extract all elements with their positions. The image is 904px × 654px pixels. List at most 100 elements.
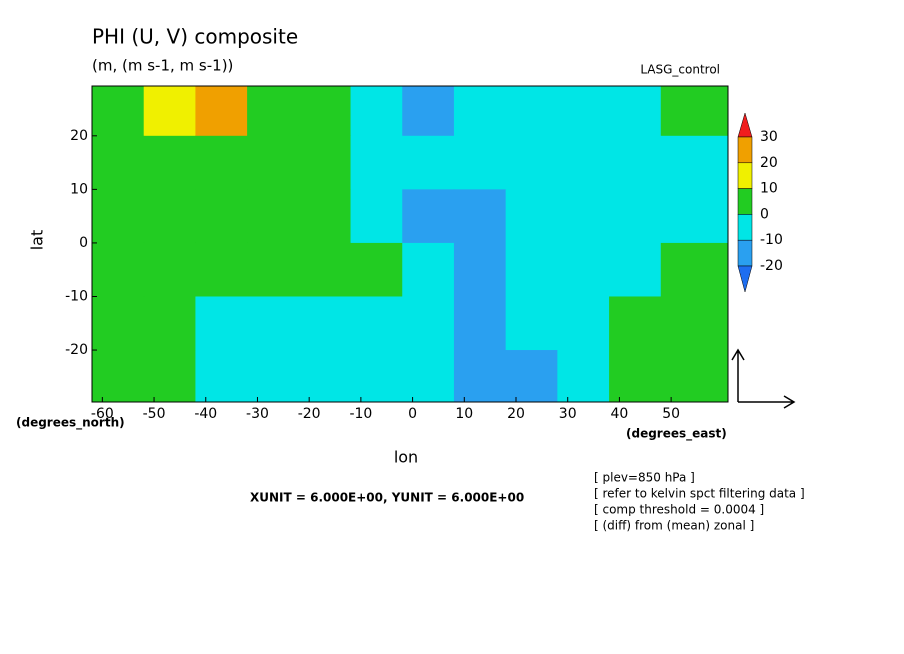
- x-tick-label: 40: [611, 406, 629, 422]
- contour-cell: [92, 189, 145, 244]
- contour-cell: [247, 296, 300, 351]
- x-tick-label: -60: [91, 406, 114, 422]
- colorbar-box: [737, 239, 753, 267]
- contour-cell: [609, 296, 662, 351]
- contour-cell: [505, 135, 558, 190]
- contour-cell: [298, 135, 352, 190]
- contour-cell: [453, 296, 507, 351]
- contour-cell: [660, 135, 729, 190]
- x-tick-label: 10: [455, 406, 473, 422]
- colorbar-label: 30: [760, 129, 778, 145]
- contour-cell: [402, 242, 455, 297]
- x-tick-label: 20: [507, 406, 525, 422]
- x-tick-label: 50: [662, 406, 680, 422]
- contour-cell: [505, 242, 558, 297]
- chart-subtitle: (m, (m s-1, m s-1)): [92, 57, 233, 75]
- contour-cell: [609, 135, 662, 190]
- contour-cell: [660, 296, 729, 351]
- contour-cell: [660, 86, 729, 137]
- note: [ (diff) from (mean) zonal ]: [594, 519, 754, 533]
- contour-cell: [609, 350, 662, 403]
- colorbar-label: 10: [760, 181, 778, 197]
- colorbar-box: [737, 188, 753, 215]
- contour-cell: [298, 242, 352, 297]
- contour-cell: [453, 86, 507, 137]
- contour-cell: [453, 135, 507, 190]
- contour-cell: [557, 242, 610, 297]
- contour-cell: [402, 86, 455, 137]
- contour-cell: [195, 135, 248, 190]
- y-tick-label: -20: [65, 342, 88, 358]
- contour-cell: [195, 86, 248, 137]
- contour-cell: [247, 189, 300, 244]
- x-unit: (degrees_east): [626, 427, 727, 442]
- contour-cell: [143, 242, 196, 297]
- y-axis-label: lat: [28, 230, 47, 251]
- contour-cell: [350, 189, 403, 244]
- contour-cell: [609, 242, 662, 297]
- plot-frame: [91, 85, 729, 403]
- contour-cell: [402, 296, 455, 351]
- x-tick-label: -20: [298, 406, 321, 422]
- chart-title: PHI (U, V) composite: [92, 25, 298, 49]
- contour-cell: [350, 350, 403, 403]
- note: [ plev=850 hPa ]: [594, 471, 695, 485]
- x-tick-label: 0: [408, 406, 417, 422]
- contour-cell: [298, 296, 352, 351]
- contour-cell: [660, 350, 729, 403]
- contour-cell: [402, 189, 455, 244]
- contour-cell: [660, 189, 729, 244]
- x-tick-label: -50: [143, 406, 166, 422]
- contour-cell: [350, 135, 403, 190]
- contour-cell: [402, 350, 455, 403]
- contour-cell: [609, 189, 662, 244]
- contour-cell: [247, 242, 300, 297]
- contour-cell: [143, 189, 196, 244]
- colorbar-box: [737, 162, 753, 189]
- contour-cell: [557, 189, 610, 244]
- x-tick-label: -30: [246, 406, 269, 422]
- contour-cell: [453, 189, 507, 244]
- contour-cell: [92, 350, 145, 403]
- contour-cell: [557, 135, 610, 190]
- contour-cell: [247, 135, 300, 190]
- colorbar-box: [737, 214, 753, 241]
- contour-cell: [609, 86, 662, 137]
- contour-cell: [505, 86, 558, 137]
- contour-cell: [298, 350, 352, 403]
- y-tick-label: 10: [70, 181, 88, 197]
- contour-cell: [143, 296, 196, 351]
- contour-cell: [195, 242, 248, 297]
- contour-cell: [195, 350, 248, 403]
- contour-cell: [92, 86, 145, 137]
- contour-cell: [195, 189, 248, 244]
- contour-cell: [557, 296, 610, 351]
- colorbar-label: 0: [760, 206, 769, 222]
- note: [ refer to kelvin spct filtering data ]: [594, 487, 805, 501]
- x-tick-label: -10: [349, 406, 372, 422]
- colorbar-triangle: [737, 265, 753, 293]
- contour-cell: [92, 242, 145, 297]
- annotation: LASG_control: [640, 63, 720, 77]
- contour-cell: [350, 86, 403, 137]
- contour-cell: [505, 189, 558, 244]
- contour-cell: [350, 296, 403, 351]
- contour-cell: [453, 242, 507, 297]
- contour-cell: [298, 189, 352, 244]
- contour-cell: [143, 86, 196, 137]
- contour-cell: [143, 350, 196, 403]
- y-unit: (degrees_north): [16, 416, 125, 431]
- y-tick-label: 0: [79, 235, 88, 251]
- y-tick-label: 20: [70, 128, 88, 144]
- contour-cell: [505, 296, 558, 351]
- colorbar-label: -10: [760, 232, 783, 248]
- contour-cell: [247, 86, 300, 137]
- contour-cell: [298, 86, 352, 137]
- y-tick-label: -10: [65, 288, 88, 304]
- contour-cell: [143, 135, 196, 190]
- contour-cell: [557, 86, 610, 137]
- colorbar-box: [737, 136, 753, 164]
- reference-vector: [731, 348, 796, 409]
- colorbar-triangle: [737, 112, 753, 138]
